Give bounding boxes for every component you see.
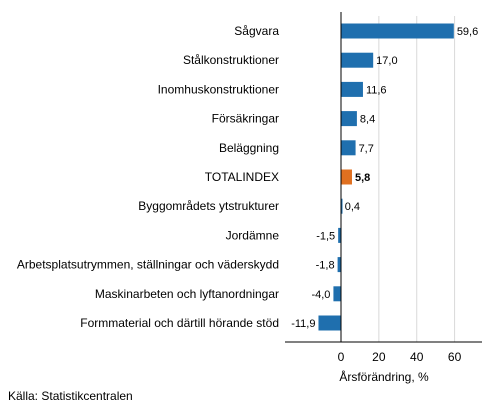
x-tick-label-0: 0	[338, 350, 345, 364]
category-label-0: Sågvara	[234, 24, 279, 38]
value-label-7: -1,5	[316, 230, 335, 242]
category-label-1: Stålkonstruktioner	[183, 53, 279, 67]
bars	[318, 23, 454, 331]
category-label-10: Formmaterial och därtill hörande stöd	[80, 316, 279, 330]
category-label-4: Beläggning	[219, 141, 279, 155]
value-label-0: 59,6	[457, 26, 478, 38]
category-label-5: TOTALINDEX	[205, 170, 279, 184]
value-label-3: 8,4	[360, 114, 375, 126]
value-label-10: -11,9	[291, 318, 315, 330]
bar-9	[333, 286, 341, 302]
bar-6	[341, 198, 343, 214]
value-label-2: 11,6	[366, 84, 387, 96]
category-label-8: Arbetsplatsutrymmen, ställningar och väd…	[17, 258, 279, 272]
category-label-6: Byggområdets ytstrukturer	[138, 199, 279, 213]
bar-5	[341, 169, 352, 185]
category-label-9: Maskinarbeten och lyftanordningar	[95, 287, 279, 301]
gridlines	[378, 16, 456, 342]
value-label-8: -1,8	[316, 260, 335, 272]
bar-8	[337, 257, 341, 273]
x-tick-label-60: 60	[448, 350, 462, 364]
x-tick-label-20: 20	[372, 350, 386, 364]
x-tick-labels: 0 20 40 60	[338, 350, 462, 364]
bar-2	[341, 81, 363, 97]
x-tick-label-40: 40	[410, 350, 424, 364]
category-label-3: Försäkringar	[212, 112, 279, 126]
source-note: Källa: Statistikcentralen	[8, 389, 133, 403]
bar-7	[338, 227, 341, 243]
bar-10	[318, 315, 341, 331]
category-label-7: Jordämne	[226, 228, 280, 242]
category-label-2: Inomhuskonstruktioner	[158, 82, 279, 96]
value-label-9: -4,0	[311, 289, 330, 301]
value-labels: 59,6 17,0 11,6 8,4 7,7 5,8 0,4 -1,5 -1,8 -4,0 -11,…	[291, 26, 478, 330]
category-labels: Sågvara Stålkonstruktioner Inomhuskonstruk…	[17, 24, 279, 330]
value-label-6: 0,4	[345, 201, 360, 213]
value-label-5: 5,8	[355, 172, 370, 184]
bar-3	[341, 111, 357, 127]
value-label-1: 17,0	[376, 55, 397, 67]
bar-4	[341, 140, 356, 156]
bar-0	[341, 23, 454, 39]
bar-1	[341, 52, 374, 68]
value-label-4: 7,7	[359, 143, 374, 155]
x-axis-title: Årsförändring, %	[339, 369, 429, 384]
